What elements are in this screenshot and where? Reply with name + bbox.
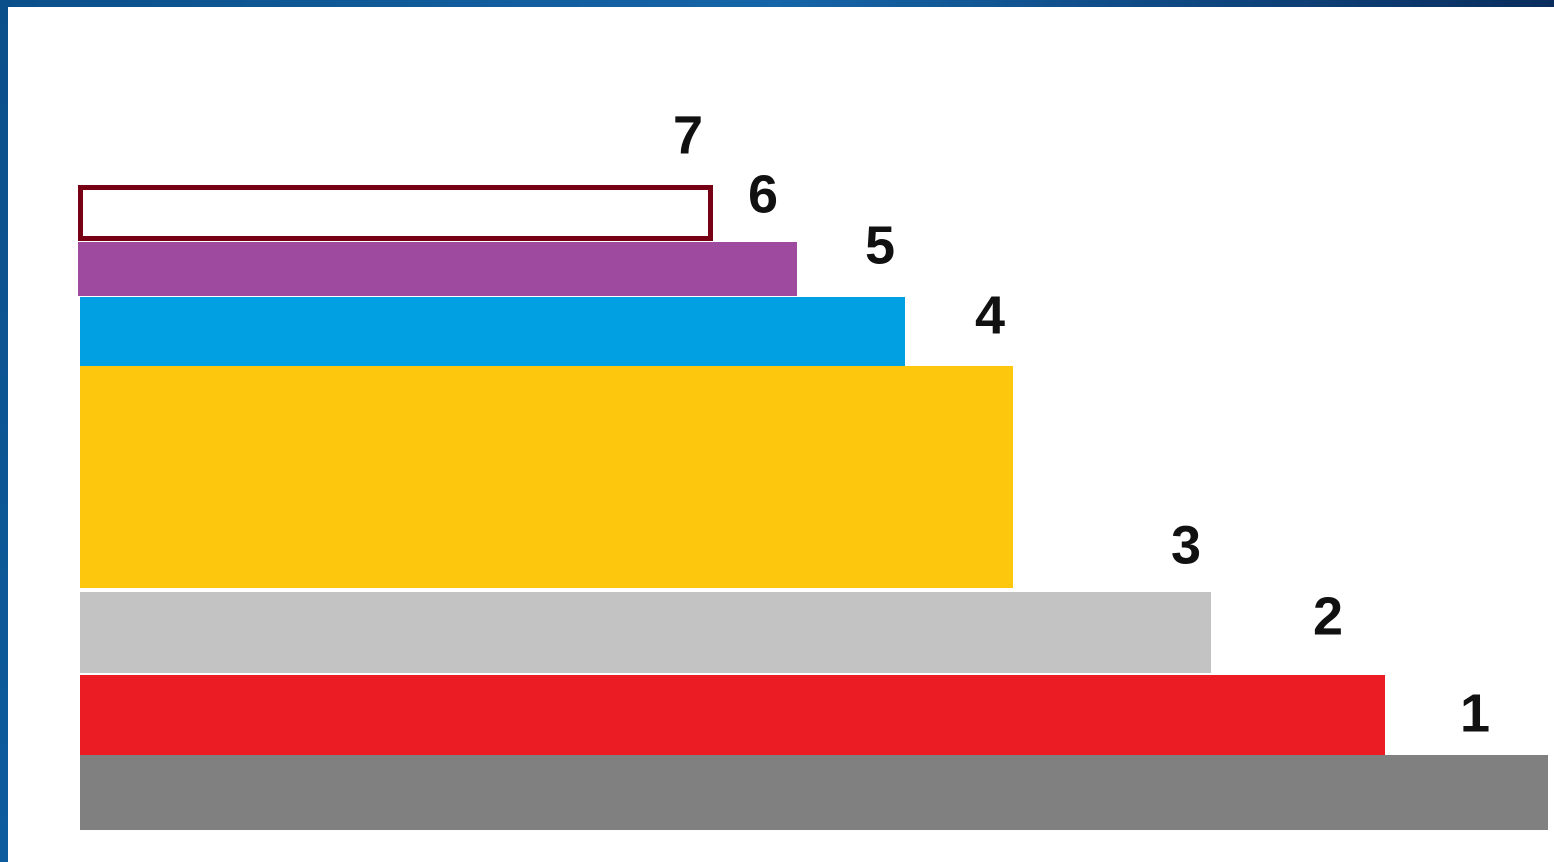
layer-label: 6 — [748, 164, 778, 224]
layer-label: 1 — [1460, 683, 1490, 743]
layer-5 — [80, 297, 905, 366]
layer-label: 5 — [865, 215, 895, 275]
layer-label: 7 — [673, 105, 703, 165]
layer-label: 2 — [1313, 586, 1343, 646]
layer-7 — [78, 185, 713, 241]
layer-6 — [78, 242, 797, 296]
layer-1 — [80, 755, 1548, 830]
layer-label: 3 — [1171, 515, 1201, 575]
layer-2 — [80, 675, 1385, 755]
layer-4 — [80, 366, 1013, 588]
top-border — [0, 0, 1554, 7]
left-border — [0, 0, 8, 862]
layer-label: 4 — [975, 285, 1005, 345]
layer-3 — [80, 592, 1211, 673]
